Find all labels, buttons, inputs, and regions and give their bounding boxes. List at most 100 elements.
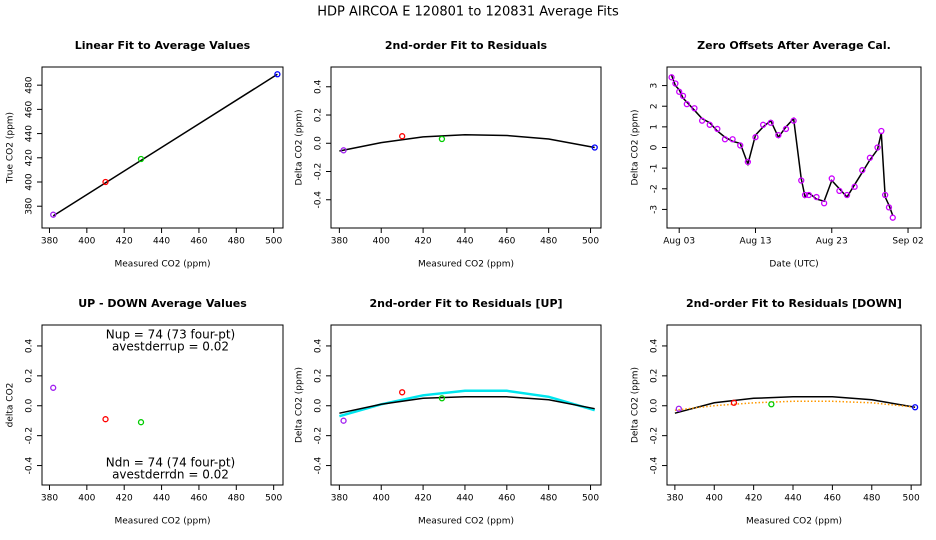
data-point [813, 193, 820, 201]
x-tick-label: Aug 23 [816, 237, 848, 247]
y-tick-label: 0.2 [314, 108, 324, 122]
annotation: Nup = 74 (73 four-pt) [106, 328, 235, 342]
panel-title: Linear Fit to Average Values [75, 39, 251, 52]
data-point [752, 134, 759, 141]
x-tick-label: 480 [228, 494, 245, 504]
y-tick-label: 0.4 [25, 339, 35, 354]
data-point [775, 131, 782, 139]
x-tick-label: Sep 02 [892, 237, 923, 247]
x-tick-label: 420 [414, 237, 431, 247]
y-axis-label: True CO2 (ppm) [6, 112, 16, 184]
y-tick-label: 440 [25, 125, 35, 142]
data-point [798, 177, 805, 184]
data-point [102, 178, 109, 186]
data-point [698, 117, 706, 124]
x-tick-label: 460 [498, 494, 515, 504]
y-tick-label: 0.4 [314, 79, 324, 94]
data-point [137, 419, 145, 426]
y-tick-label: 380 [25, 197, 35, 214]
data-point [866, 154, 874, 161]
data-point [805, 191, 813, 199]
plot-frame [330, 66, 602, 229]
fit-line [339, 134, 595, 152]
data-point [672, 80, 679, 87]
x-tick-label: 380 [331, 237, 348, 247]
data-point [889, 214, 896, 221]
y-tick-label: 1 [650, 124, 660, 130]
x-axis-label: Measured CO2 (ppm) [115, 260, 211, 270]
data-point [790, 117, 797, 124]
y-tick-label: -0.2 [314, 163, 324, 181]
y-tick-label: -2 [650, 184, 660, 193]
figure-title: HDP AIRCOA E 120801 to 120831 Average Fi… [317, 5, 619, 20]
data-point [675, 405, 682, 412]
y-tick-label: -1 [650, 164, 660, 173]
data-point [714, 125, 721, 133]
x-tick-label: 480 [540, 237, 557, 247]
data-point [911, 404, 919, 411]
x-tick-label: 440 [153, 237, 170, 247]
x-tick-label: 440 [784, 494, 801, 504]
data-point [721, 136, 729, 143]
x-tick-label: 400 [706, 494, 723, 504]
x-axis-label: Measured CO2 (ppm) [115, 517, 211, 527]
y-tick-label: 0.0 [650, 398, 660, 413]
y-axis-label: Delta CO2 (ppm) [295, 109, 305, 185]
data-point [399, 133, 406, 140]
x-tick-label: 480 [863, 494, 880, 504]
y-tick-label: 0.0 [314, 398, 324, 413]
data-point [340, 147, 347, 154]
y-tick-label: -0.4 [25, 457, 35, 475]
x-tick-label: 480 [228, 237, 245, 247]
x-tick-label: 420 [116, 237, 133, 247]
data-point [438, 135, 446, 143]
x-tick-label: 460 [498, 237, 515, 247]
data-point [679, 92, 687, 100]
x-tick-label: 480 [540, 494, 557, 504]
data-point [820, 200, 828, 207]
x-tick-label: 500 [582, 237, 599, 247]
data-point [729, 136, 736, 143]
y-tick-label: 2 [650, 103, 660, 109]
data-point [801, 191, 809, 199]
annotation: avestderrup = 0.02 [112, 340, 229, 354]
data-point [759, 121, 767, 128]
data-point [683, 101, 690, 108]
fit-line [674, 396, 916, 414]
fit-line [339, 396, 595, 414]
x-tick-label: 400 [373, 237, 390, 247]
data-point [836, 187, 843, 194]
data-point [851, 183, 858, 190]
y-tick-label: 0.4 [314, 339, 324, 354]
x-tick-label: 460 [824, 494, 841, 504]
x-tick-label: 500 [903, 494, 920, 504]
data-point [676, 88, 683, 95]
x-tick-label: Aug 13 [740, 237, 772, 247]
y-tick-label: -0.2 [650, 427, 660, 445]
data-point [50, 211, 57, 218]
data-point [768, 401, 775, 408]
y-tick-label: 0.4 [650, 339, 660, 354]
x-tick-label: 500 [265, 237, 282, 247]
y-axis-label: Delta CO2 (ppm) [295, 367, 305, 443]
y-tick-label: -0.4 [314, 457, 324, 475]
y-tick-label: 0.2 [314, 369, 324, 383]
panel-title: 2nd-order Fit to Residuals [385, 39, 548, 52]
y-tick-label: 460 [25, 101, 35, 118]
x-tick-label: 380 [41, 237, 58, 247]
x-tick-label: 400 [373, 494, 390, 504]
x-tick-label: 500 [582, 494, 599, 504]
x-tick-label: 380 [41, 494, 58, 504]
y-tick-label: 0.0 [25, 398, 35, 413]
data-point [137, 155, 145, 163]
plot-frame [41, 66, 284, 229]
y-axis-label: delta CO2 [6, 383, 16, 428]
data-point [668, 74, 675, 81]
data-point [737, 142, 744, 149]
x-tick-label: 420 [745, 494, 762, 504]
x-tick-label: 380 [331, 494, 348, 504]
x-axis-label: Measured CO2 (ppm) [746, 517, 842, 527]
x-tick-label: 420 [414, 494, 431, 504]
